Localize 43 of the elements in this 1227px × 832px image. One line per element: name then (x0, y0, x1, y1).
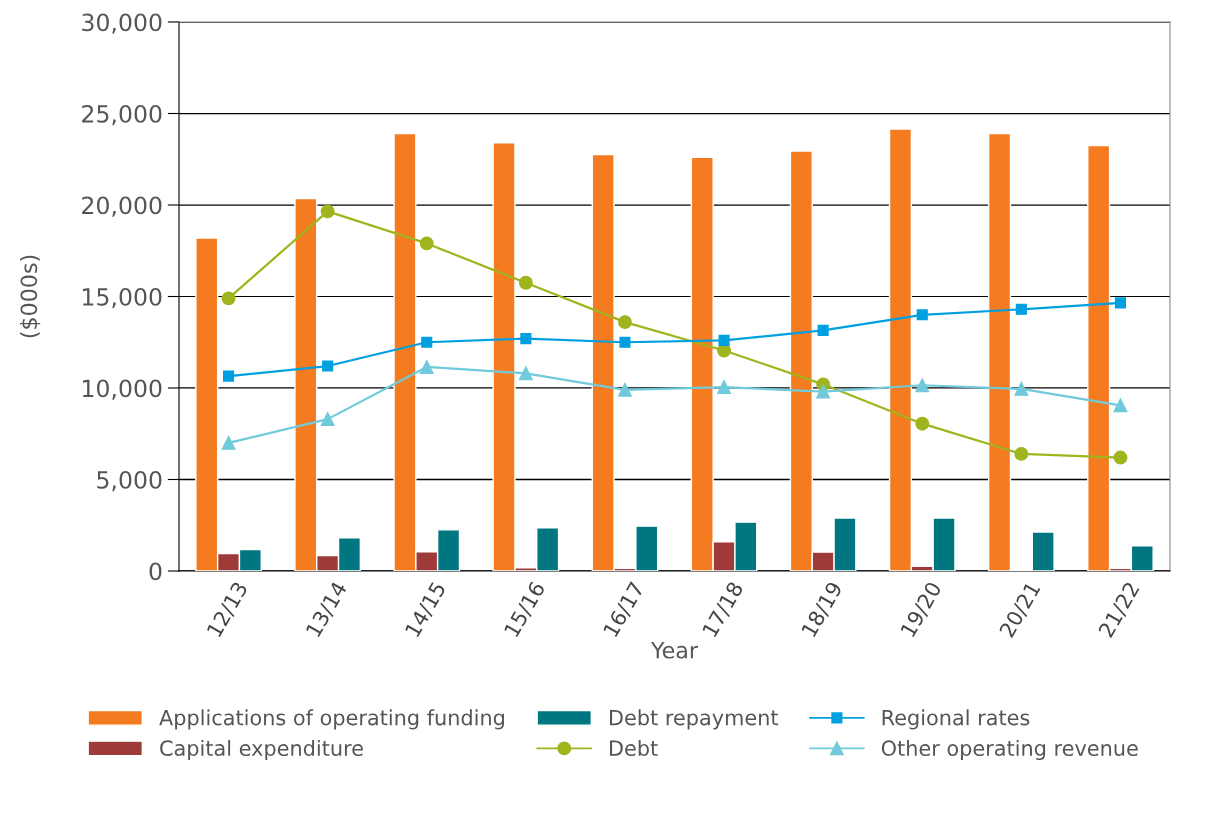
point (817, 324, 829, 336)
y-tick-label: 30,000 (82, 13, 162, 34)
point (222, 370, 235, 382)
point (320, 204, 335, 219)
point (421, 336, 433, 348)
point (915, 416, 930, 431)
point (1014, 446, 1029, 461)
point (619, 336, 631, 348)
legend-label: Other operating revenue (881, 739, 1138, 761)
point (618, 315, 632, 330)
y-tick-label: 25,000 (82, 104, 162, 126)
y-tick-label: 0 (149, 562, 162, 581)
point (618, 382, 632, 397)
point (1114, 297, 1127, 309)
point (221, 435, 236, 450)
point (816, 384, 831, 399)
point (717, 380, 731, 395)
legend-label: Debt repayment (610, 709, 779, 730)
x-axis-title: Year (650, 642, 699, 659)
point (419, 360, 434, 374)
point (518, 366, 533, 381)
y-axis-title: ($000s) (20, 255, 41, 338)
point (1015, 303, 1027, 315)
point (1113, 450, 1128, 465)
point (520, 333, 532, 345)
point (1113, 398, 1128, 413)
point (1014, 381, 1029, 396)
point (915, 378, 930, 393)
point (916, 309, 928, 321)
y-tick-label: 20,000 (82, 196, 162, 217)
legend-label: Regional rates (882, 709, 1030, 730)
legend-label: Applications of operating funding (159, 709, 504, 730)
legend-label: Capital expenditure (160, 739, 363, 761)
point (322, 360, 334, 372)
y-tick-label: 10,000 (83, 379, 162, 400)
point (320, 412, 335, 427)
point (518, 275, 533, 290)
point (419, 236, 434, 251)
point (221, 291, 236, 306)
y-tick-label: 5,000 (97, 470, 162, 492)
y-tick-label: 15,000 (83, 287, 162, 309)
point (718, 334, 730, 346)
legend-label: Debt (610, 739, 658, 757)
